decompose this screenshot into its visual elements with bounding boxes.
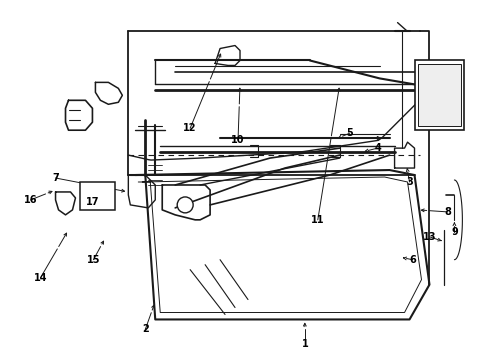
Bar [415,60,465,130]
Text: 9: 9 [451,227,458,237]
Text: 10: 10 [231,135,245,145]
Text: 7: 7 [52,173,59,183]
Text: 15: 15 [87,255,100,265]
Bar [417,64,462,126]
Text: 14: 14 [34,273,48,283]
Circle shape [177,197,193,213]
Bar [80,182,115,210]
Text: 17: 17 [86,197,99,207]
Text: 3: 3 [406,177,413,187]
Text: 8: 8 [444,207,451,217]
Text: 1: 1 [301,339,308,349]
Text: 16: 16 [24,195,37,205]
Text: 4: 4 [374,143,381,153]
Text: 13: 13 [423,232,436,242]
Text: 2: 2 [142,324,148,334]
Text: 5: 5 [346,128,353,138]
Text: 12: 12 [183,123,197,133]
Text: 6: 6 [409,255,416,265]
Text: 11: 11 [311,215,324,225]
